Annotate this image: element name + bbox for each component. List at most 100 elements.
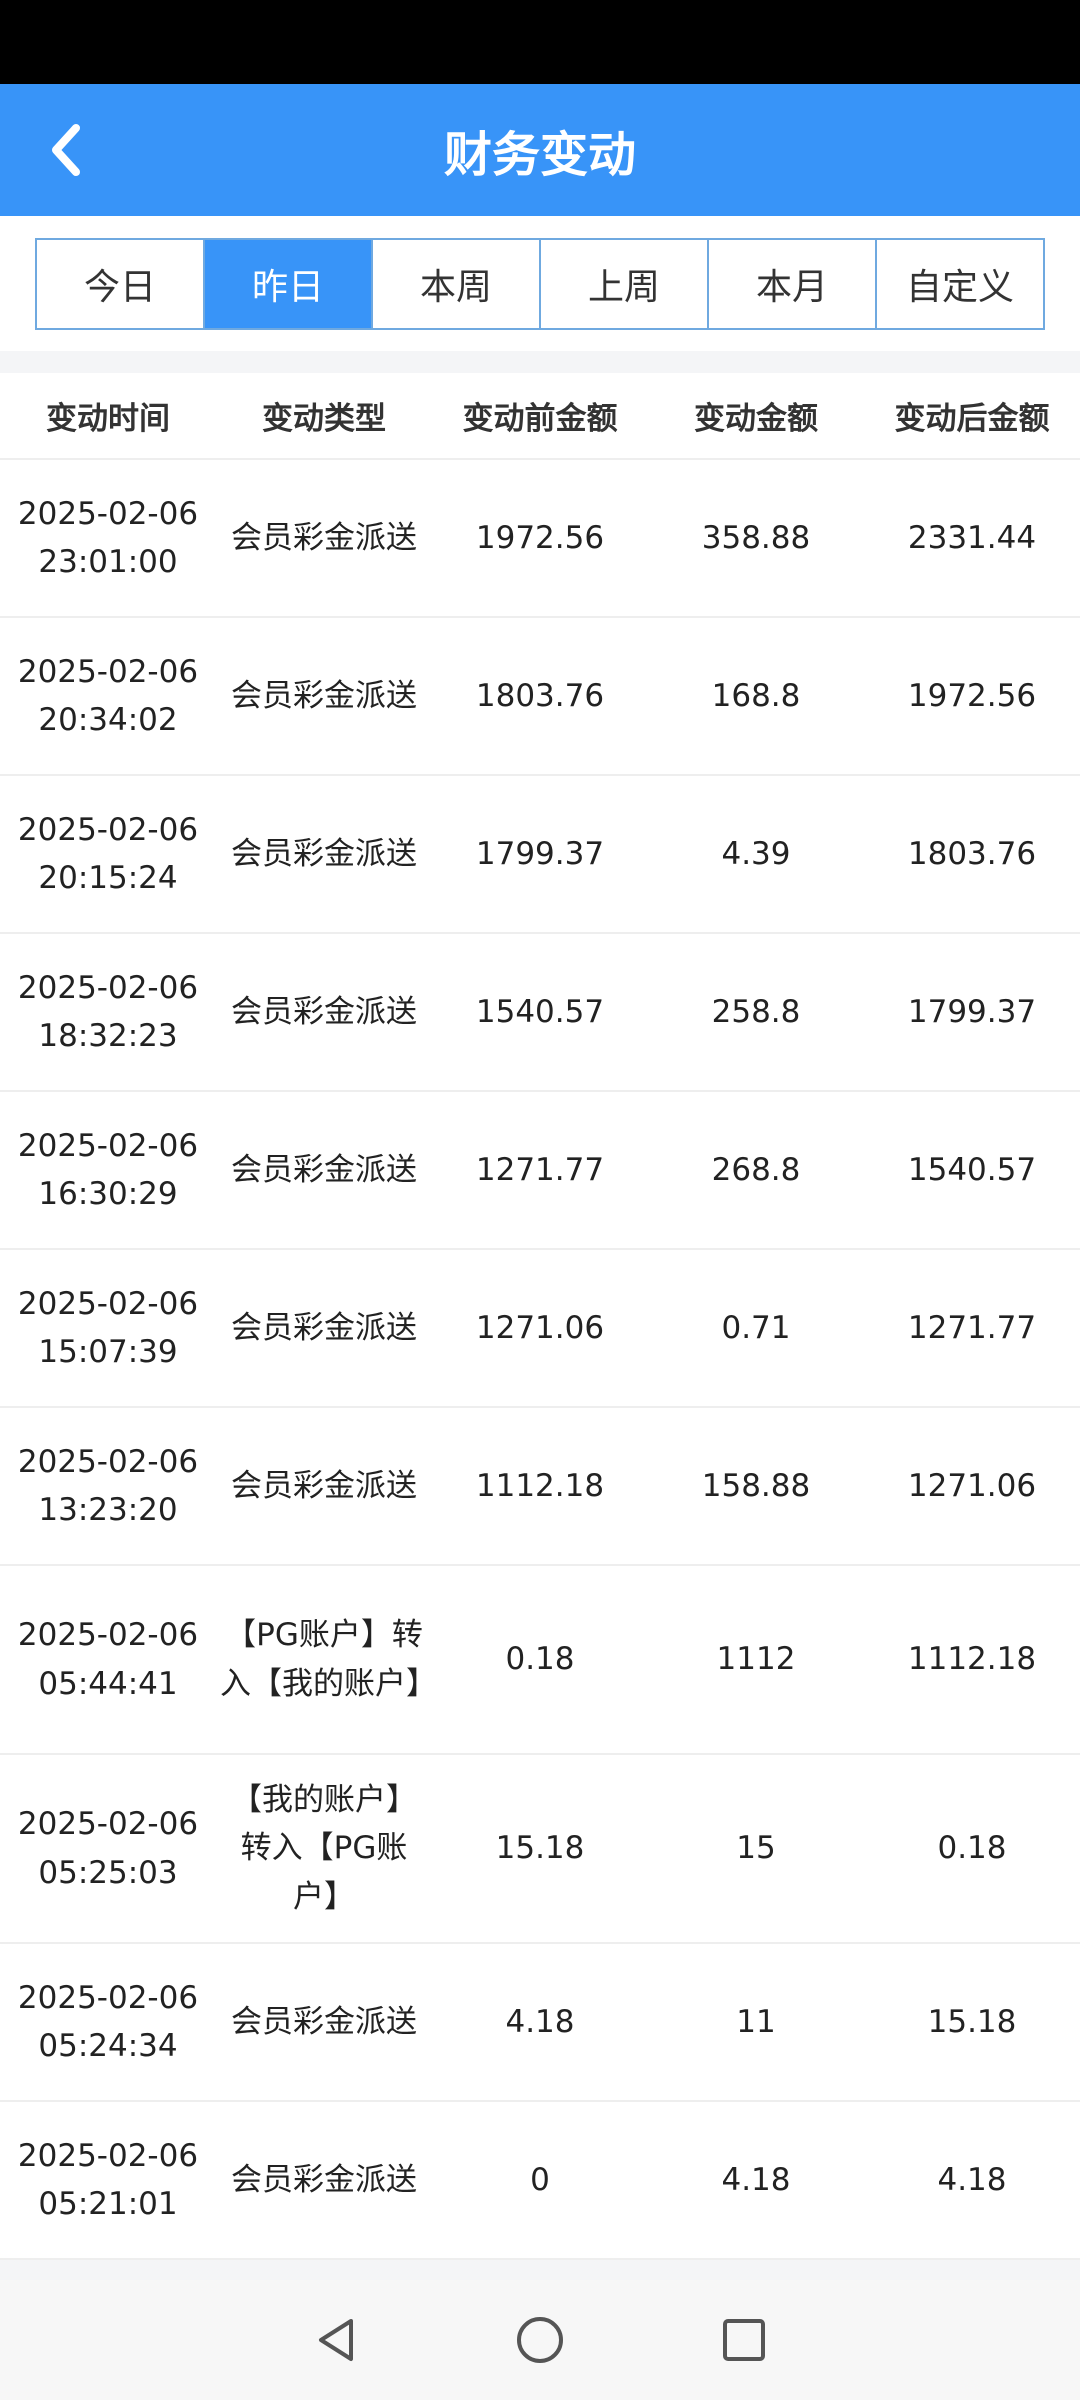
- table-row: 2025-02-06 05:24:34 会员彩金派送 4.18 11 15.18: [0, 1943, 1080, 2102]
- date: 2025-02-06: [17, 1285, 199, 1322]
- cell-time: 2025-02-06 18:32:23: [0, 933, 216, 1092]
- table-row: 2025-02-06 15:07:39 会员彩金派送 1271.06 0.71 1…: [0, 1249, 1080, 1408]
- col-before: 变动前金额: [432, 373, 648, 460]
- tab-today[interactable]: 今日: [37, 240, 205, 328]
- time: 13:23:20: [38, 1492, 178, 1528]
- time: 05:25:03: [38, 1854, 178, 1891]
- tab-this-week[interactable]: 本周: [373, 240, 541, 328]
- date: 2025-02-06: [17, 1617, 199, 1654]
- tab-yesterday[interactable]: 昨日: [205, 240, 373, 328]
- cell-after: 1112.18: [864, 1565, 1080, 1755]
- tab-this-month[interactable]: 本月: [709, 240, 877, 328]
- cell-before: 0: [432, 2101, 648, 2260]
- cell-after: 1540.57: [864, 1091, 1080, 1250]
- cell-before: 1112.18: [432, 1407, 648, 1566]
- cell-type: 会员彩金派送: [216, 1091, 432, 1250]
- cell-before: 15.18: [432, 1754, 648, 1944]
- table-row: 2025-02-06 20:34:02 会员彩金派送 1803.76 168.8 …: [0, 617, 1080, 776]
- transactions-table: 变动时间 变动类型 变动前金额 变动金额 变动后金额 2025-02-06 23:…: [0, 373, 1080, 2260]
- home-circle-icon[interactable]: [513, 2313, 567, 2367]
- cell-time: 2025-02-06 20:34:02: [0, 617, 216, 776]
- chevron-left-icon: [52, 124, 80, 176]
- tab-custom[interactable]: 自定义: [905, 267, 1014, 308]
- cell-after: 0.18: [864, 1754, 1080, 1944]
- cell-time: 2025-02-06 20:15:24: [0, 775, 216, 934]
- date: 2025-02-06: [17, 1979, 199, 2016]
- cell-after: 1271.77: [864, 1249, 1080, 1408]
- table-row: 2025-02-06 13:23:20 会员彩金派送 1112.18 158.88…: [0, 1407, 1080, 1566]
- cell-after: 1799.37: [864, 933, 1080, 1092]
- time: 15:07:39: [38, 1334, 178, 1370]
- date: 2025-02-06: [17, 1806, 199, 1843]
- cell-time: 2025-02-06 05:44:41: [0, 1565, 216, 1755]
- cell-amount: 168.8: [648, 617, 864, 776]
- date: 2025-02-06: [17, 495, 199, 532]
- table-row: 2025-02-06 05:21:01 会员彩金派送 0 4.18 4.18: [0, 2101, 1080, 2260]
- cell-time: 2025-02-06 05:25:03: [0, 1754, 216, 1944]
- table-row: 2025-02-06 23:01:00 会员彩金派送 1972.56 358.88…: [0, 459, 1080, 618]
- status-bar: [0, 0, 1080, 84]
- cell-type: 会员彩金派送: [216, 617, 432, 776]
- table-row: 2025-02-06 05:25:03 【我的账户】转入【PG账户】 15.18 …: [0, 1754, 1080, 1944]
- cell-time: 2025-02-06 13:23:20: [0, 1407, 216, 1566]
- cell-time: 2025-02-06 15:07:39: [0, 1249, 216, 1408]
- time: 20:34:02: [38, 702, 178, 738]
- table-row: 2025-02-06 20:15:24 会员彩金派送 1799.37 4.39 1…: [0, 775, 1080, 934]
- time: 05:44:41: [38, 1665, 178, 1702]
- back-triangle-icon[interactable]: [309, 2313, 363, 2367]
- cell-after: 4.18: [864, 2101, 1080, 2260]
- cell-type: 会员彩金派送: [216, 775, 432, 934]
- cell-amount: 268.8: [648, 1091, 864, 1250]
- cell-amount: 0.71: [648, 1249, 864, 1408]
- col-time: 变动时间: [0, 373, 216, 460]
- cell-type: 会员彩金派送: [216, 1943, 432, 2102]
- cell-type: 会员彩金派送: [216, 1407, 432, 1566]
- col-type: 变动类型: [216, 373, 432, 460]
- date-filter-tabs: 今日 昨日 本周 上周 本月 自定义: [35, 238, 1045, 330]
- cell-before: 4.18: [432, 1943, 648, 2102]
- cell-before: 1271.77: [432, 1091, 648, 1250]
- cell-after: 1271.06: [864, 1407, 1080, 1566]
- cell-amount: 1112: [648, 1565, 864, 1755]
- cell-after: 1803.76: [864, 775, 1080, 934]
- date: 2025-02-06: [17, 2137, 199, 2174]
- cell-type: 会员彩金派送: [216, 459, 432, 618]
- time: 20:15:24: [38, 860, 178, 896]
- cell-after: 2331.44: [864, 459, 1080, 618]
- table-row: 2025-02-06 16:30:29 会员彩金派送 1271.77 268.8 …: [0, 1091, 1080, 1250]
- cell-before: 1271.06: [432, 1249, 648, 1408]
- time: 18:32:23: [38, 1018, 178, 1054]
- time: 05:21:01: [38, 2186, 178, 2222]
- cell-time: 2025-02-06 05:24:34: [0, 1943, 216, 2102]
- cell-time: 2025-02-06 05:21:01: [0, 2101, 216, 2260]
- date: 2025-02-06: [17, 1127, 199, 1164]
- cell-amount: 358.88: [648, 459, 864, 618]
- date: 2025-02-06: [17, 1443, 199, 1480]
- cell-type: 会员彩金派送: [216, 933, 432, 1092]
- table-row: 2025-02-06 05:44:41 【PG账户】转入【我的账户】 0.18 1…: [0, 1565, 1080, 1755]
- cell-time: 2025-02-06 16:30:29: [0, 1091, 216, 1250]
- cell-time: 2025-02-06 23:01:00: [0, 459, 216, 618]
- cell-type: 会员彩金派送: [216, 2101, 432, 2260]
- cell-amount: 15: [648, 1754, 864, 1944]
- app-header: 财务变动: [0, 84, 1080, 216]
- tab-last-week[interactable]: 上周: [541, 240, 709, 328]
- cell-amount: 158.88: [648, 1407, 864, 1566]
- cell-type: 会员彩金派送: [216, 1249, 432, 1408]
- back-button[interactable]: [40, 114, 100, 186]
- cell-before: 1540.57: [432, 933, 648, 1092]
- date: 2025-02-06: [17, 811, 199, 848]
- cell-before: 1803.76: [432, 617, 648, 776]
- recents-square-icon[interactable]: [717, 2313, 771, 2367]
- system-nav-bar: [0, 2280, 1080, 2400]
- cell-amount: 4.18: [648, 2101, 864, 2260]
- cell-before: 0.18: [432, 1565, 648, 1755]
- time: 05:24:34: [38, 2028, 178, 2064]
- cell-amount: 4.39: [648, 775, 864, 934]
- col-amount: 变动金额: [648, 373, 864, 460]
- cell-type: 【我的账户】转入【PG账户】: [216, 1754, 432, 1944]
- page-title: 财务变动: [443, 127, 636, 183]
- cell-type: 【PG账户】转入【我的账户】: [216, 1565, 437, 1755]
- time: 16:30:29: [38, 1176, 178, 1212]
- table-row: 2025-02-06 18:32:23 会员彩金派送 1540.57 258.8 …: [0, 933, 1080, 1092]
